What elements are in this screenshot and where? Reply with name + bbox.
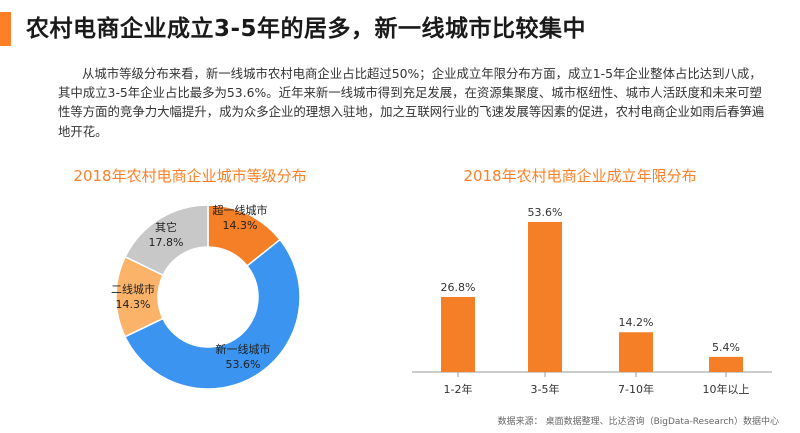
donut-slice-value-4: 17.8% [149, 236, 184, 249]
bar-value-label-1: 26.8% [441, 281, 476, 294]
donut-slice-value-3: 14.3% [116, 298, 151, 311]
bar-3 [619, 332, 653, 372]
page-title: 农村电商企业成立3-5年的居多，新一线城市比较集中 [26, 16, 587, 42]
donut-slice-value-1: 14.3% [223, 219, 258, 232]
bar-category-label-4: 10年以上 [703, 382, 750, 396]
source-label: 数据来源： [497, 417, 543, 427]
bar-4 [709, 356, 743, 372]
data-source: 数据来源： 桌面数据整理、比达咨询（BigData-Research）数据中心 [498, 414, 782, 427]
bar-category-label-1: 1-2年 [444, 382, 473, 396]
bar-category-label-2: 3-5年 [531, 382, 560, 396]
bar-value-label-2: 53.6% [528, 206, 563, 219]
title-accent-bar [0, 12, 11, 46]
bar-value-label-4: 5.4% [712, 341, 740, 354]
intro-paragraph: 从城市等级分布来看，新一线城市农村电商企业占比超过50%；企业成立年限分布方面，… [58, 66, 765, 139]
donut-slice-name-3: 二线城市 [111, 282, 155, 296]
bar-category-label-3: 7-10年 [618, 382, 654, 396]
bar-1 [441, 296, 475, 372]
bar-2 [528, 221, 562, 372]
donut-slice-name-4: 其它 [155, 220, 177, 234]
donut-slice-2 [124, 238, 301, 390]
donut-slice-4 [124, 204, 209, 277]
donut-slice-name-2: 新一线城市 [216, 342, 271, 356]
bar-chart-title: 2018年农村电商企业成立年限分布 [463, 167, 697, 185]
donut-chart-title: 2018年农村电商企业城市等级分布 [73, 167, 307, 185]
source-text: 桌面数据整理、比达咨询（BigData-Research）数据中心 [545, 417, 779, 427]
bar-value-label-3: 14.2% [619, 316, 654, 329]
donut-slice-value-2: 53.6% [226, 358, 261, 371]
donut-slice-name-1: 超一线城市 [213, 203, 268, 217]
